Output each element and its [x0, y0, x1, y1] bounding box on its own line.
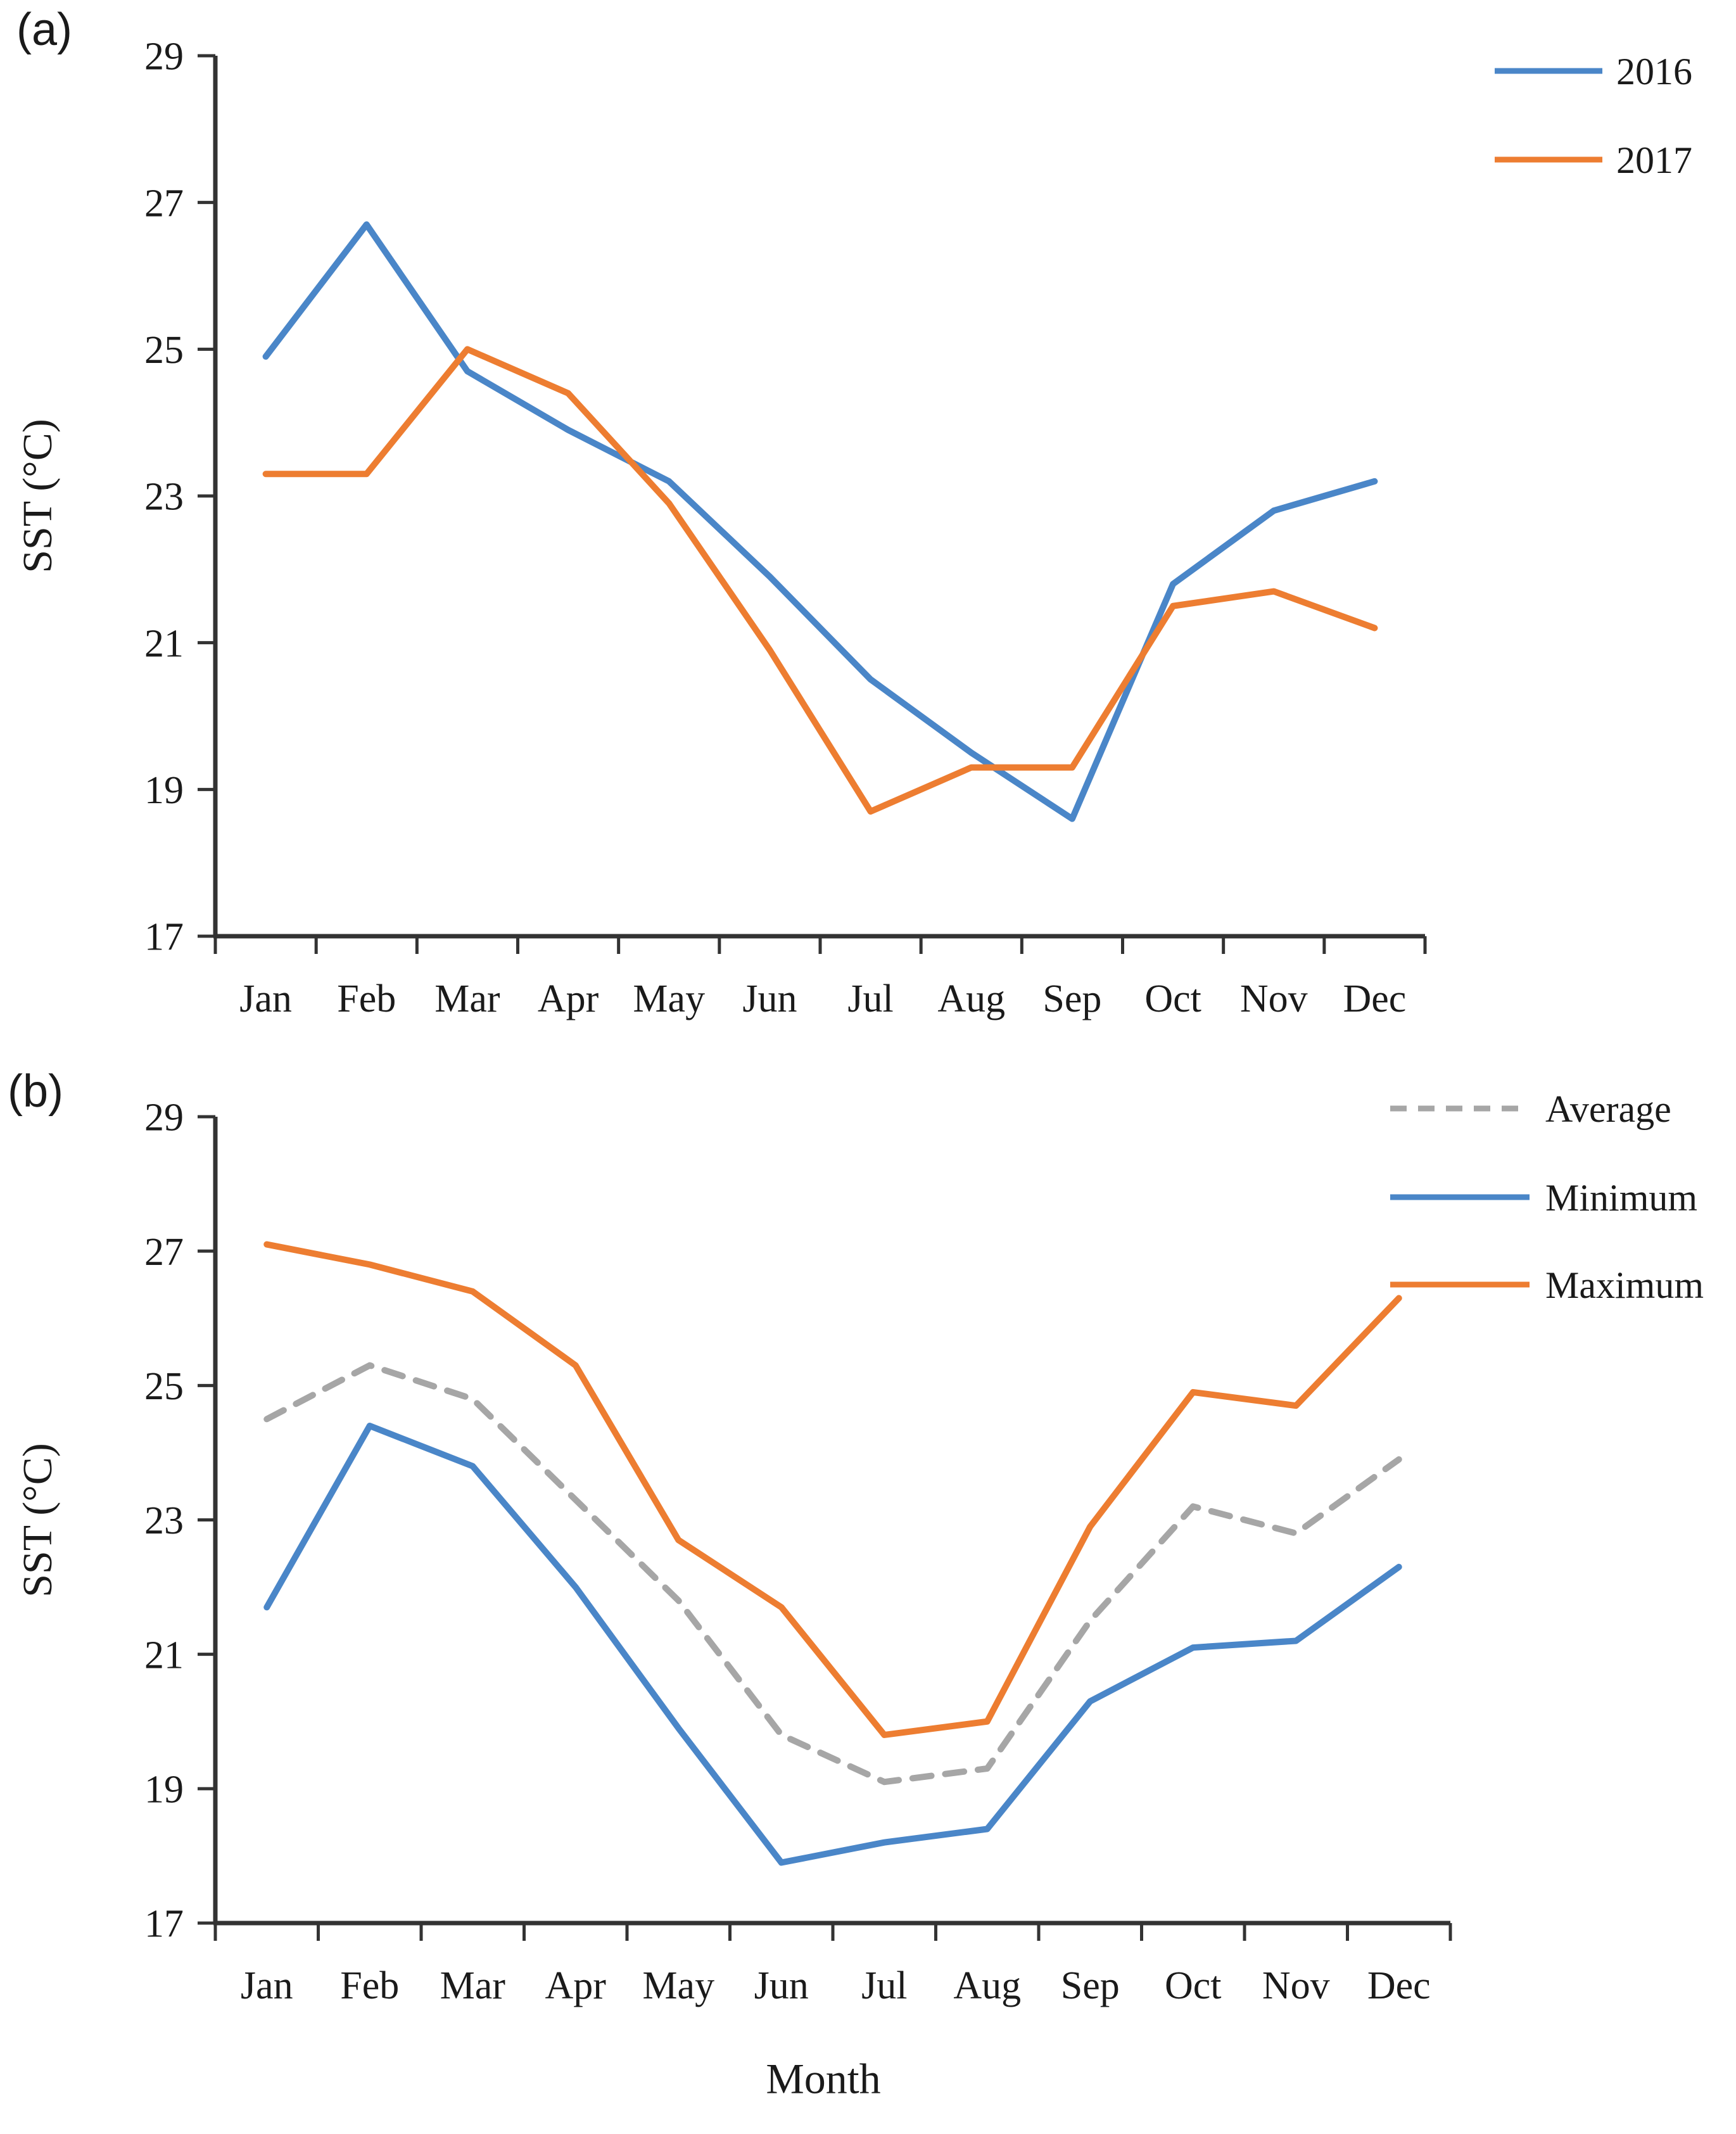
y-tick-label: 19: [144, 769, 184, 812]
month-label: Apr: [545, 1964, 607, 2007]
month-label: Aug: [937, 977, 1005, 1020]
month-label: Oct: [1144, 977, 1201, 1020]
panel-b-chart: 17 19 21 23 25 27 29 Jan Feb Mar Apr May Jun Jul Aug Se…: [144, 1088, 1704, 2007]
series-maximum-line: [263, 1241, 1402, 1738]
month-label: Feb: [337, 977, 396, 1020]
month-label: Sep: [1061, 1964, 1120, 2007]
month-label: May: [633, 977, 705, 1020]
legend-entry: Maximum: [1390, 1264, 1704, 1306]
series-2016-line: [262, 221, 1378, 822]
y-tick-label: 17: [144, 916, 184, 959]
legend-entry: Average: [1390, 1088, 1671, 1130]
x-axis-title: Month: [766, 2054, 881, 2103]
series-2017-line: [262, 346, 1378, 815]
month-label: Jul: [847, 977, 893, 1020]
panel-a-label: (a): [16, 4, 72, 55]
month-label: Jun: [754, 1964, 809, 2007]
panel-b-label: (b): [8, 1066, 63, 1117]
month-label: Apr: [538, 977, 599, 1020]
legend-label: Maximum: [1545, 1264, 1704, 1306]
y-tick-label: 25: [144, 329, 184, 372]
legend-label: Minimum: [1545, 1177, 1697, 1219]
month-label: Oct: [1165, 1964, 1222, 2007]
month-label: May: [642, 1964, 714, 2007]
y-tick-label: 21: [144, 622, 184, 665]
month-label: Mar: [440, 1964, 506, 2007]
y-tick-label: 29: [144, 1096, 184, 1140]
legend-label: Average: [1545, 1088, 1671, 1130]
month-label: Jan: [241, 1964, 293, 2007]
month-label: Mar: [434, 977, 500, 1020]
month-label: Aug: [953, 1964, 1021, 2007]
month-label: Jun: [742, 977, 797, 1020]
legend-label: 2016: [1616, 51, 1692, 92]
y-tick-label: 29: [144, 35, 184, 79]
month-label: Nov: [1262, 1964, 1330, 2007]
y-tick-label: 17: [144, 1903, 184, 1946]
panel-a-chart: 17 19 21 23 25 27 29 Jan Feb Mar Apr May Jun Jul Aug Se…: [144, 35, 1692, 1020]
month-label: Jan: [239, 977, 292, 1020]
legend-entry: 2017: [1495, 139, 1692, 181]
y-tick-label: 23: [144, 476, 184, 519]
y-tick-label: 27: [144, 1231, 184, 1274]
month-label: Dec: [1367, 1964, 1431, 2007]
month-label: Dec: [1343, 977, 1407, 1020]
y-tick-label: 27: [144, 182, 184, 225]
y-tick-label: 25: [144, 1365, 184, 1408]
legend-label: 2017: [1616, 139, 1692, 181]
series-average-line: [263, 1362, 1402, 1786]
legend-entry: Minimum: [1390, 1177, 1697, 1219]
month-label: Sep: [1042, 977, 1101, 1020]
y-tick-label: 21: [144, 1634, 184, 1677]
month-label: Jul: [861, 1964, 907, 2007]
month-label: Feb: [340, 1964, 399, 2007]
legend-entry: 2016: [1495, 51, 1692, 92]
month-label: Nov: [1240, 977, 1308, 1020]
y-tick-label: 19: [144, 1769, 184, 1812]
y-tick-label: 23: [144, 1499, 184, 1542]
series-minimum-line: [263, 1422, 1402, 1866]
